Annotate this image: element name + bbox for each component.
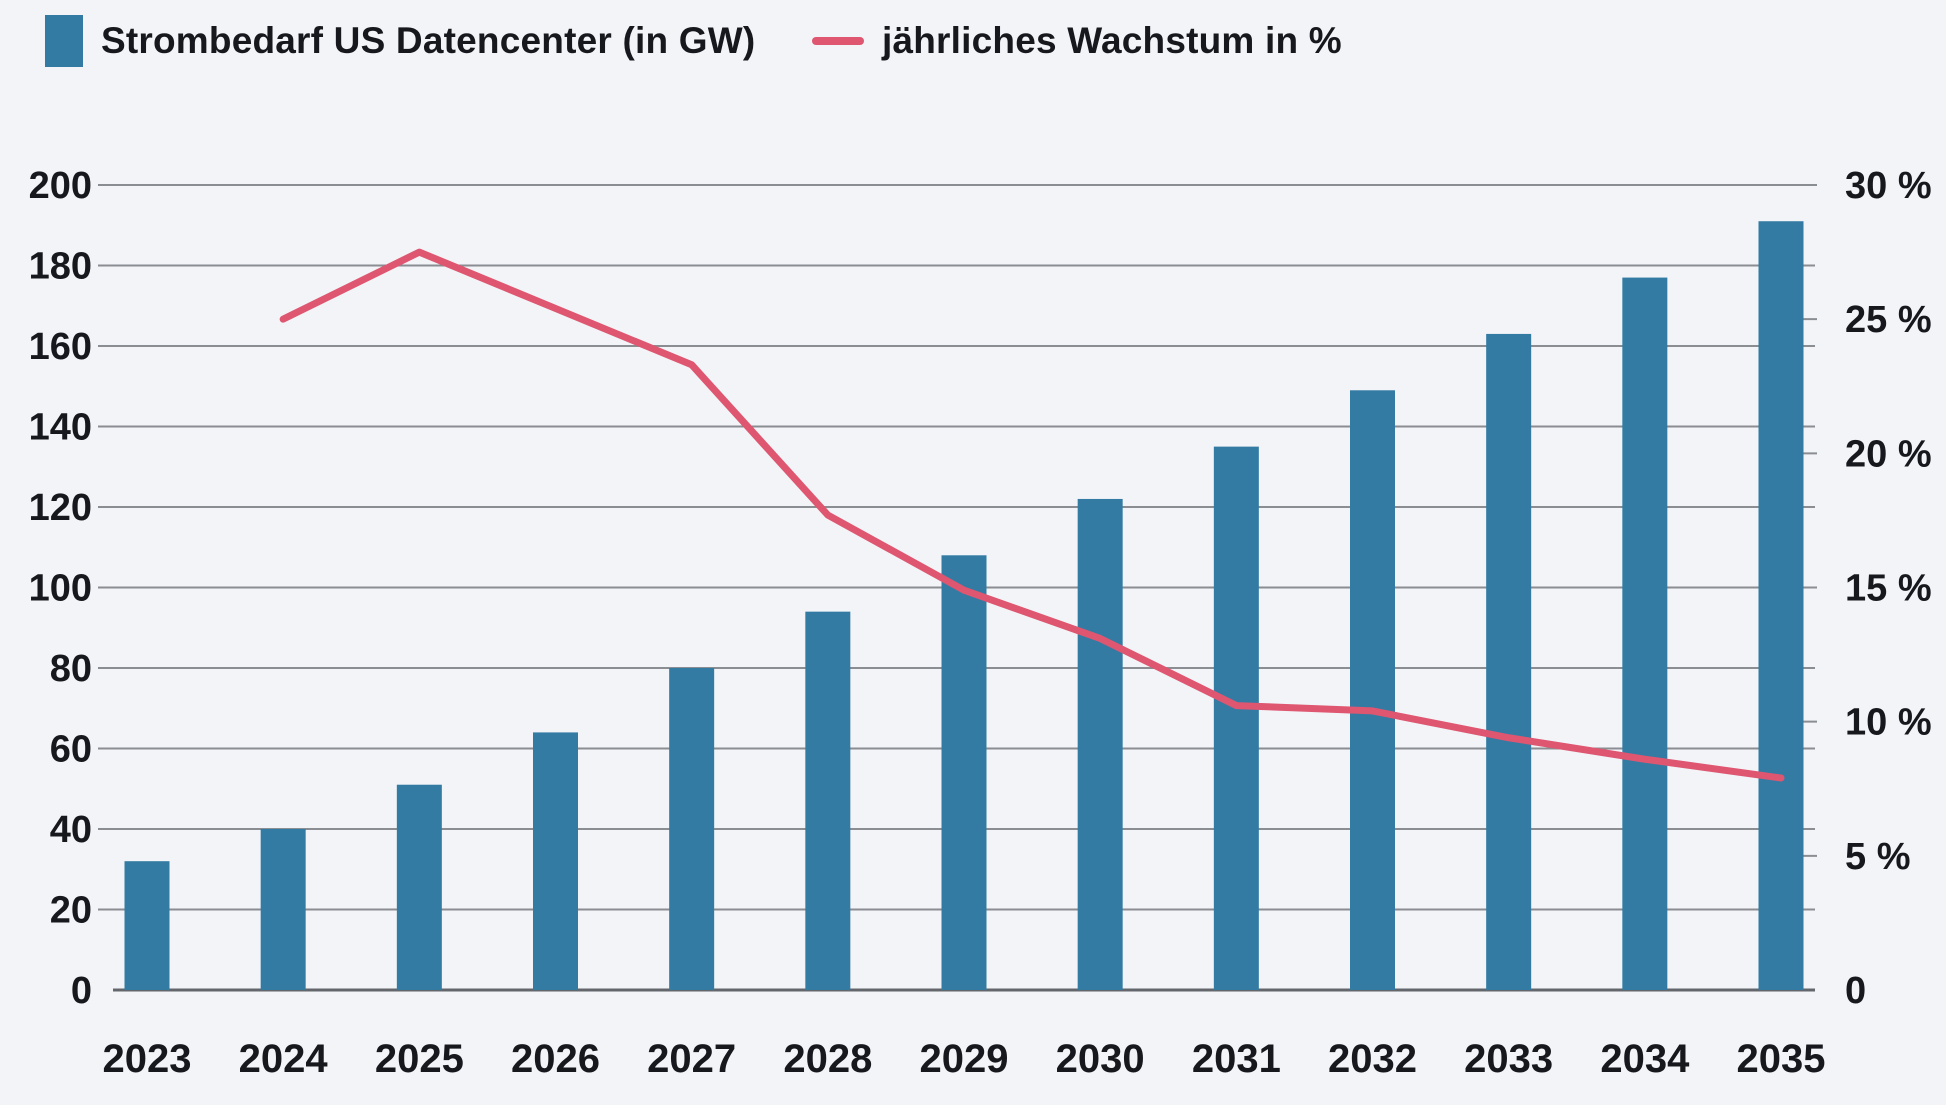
right-axis-tick-label: 30 % bbox=[1845, 165, 1932, 207]
x-axis-label-2028: 2028 bbox=[783, 1037, 872, 1081]
left-axis-tick-label: 80 bbox=[50, 648, 92, 690]
bar-2029 bbox=[941, 555, 987, 990]
right-axis-tick-label: 25 % bbox=[1845, 299, 1932, 341]
left-axis-tick-label: 20 bbox=[50, 890, 92, 932]
x-axis-label-2032: 2032 bbox=[1328, 1037, 1417, 1081]
x-axis-label-2024: 2024 bbox=[239, 1037, 329, 1081]
right-axis-tick-label: 5 % bbox=[1845, 836, 1910, 878]
x-axis-label-2025: 2025 bbox=[375, 1037, 464, 1081]
right-axis-tick-label: 20 % bbox=[1845, 433, 1932, 475]
bar-2026 bbox=[533, 732, 578, 990]
left-axis-tick-label: 120 bbox=[29, 487, 92, 529]
left-axis-tick-label: 140 bbox=[29, 407, 92, 449]
bar-2033 bbox=[1486, 333, 1532, 990]
left-axis-tick-label: 200 bbox=[29, 165, 92, 207]
left-axis-tick-label: 40 bbox=[50, 809, 92, 851]
right-axis-tick-label: 15 % bbox=[1845, 568, 1932, 610]
bar-2030 bbox=[1077, 498, 1123, 990]
x-axis-label-2034: 2034 bbox=[1600, 1037, 1690, 1081]
left-axis-tick-label: 60 bbox=[50, 729, 92, 771]
x-axis-label-2035: 2035 bbox=[1737, 1037, 1826, 1081]
growth-line bbox=[279, 248, 1785, 782]
bar-2023 bbox=[124, 861, 170, 990]
right-axis-tick-label: 0 bbox=[1845, 970, 1866, 1012]
x-axis-label-2027: 2027 bbox=[647, 1037, 736, 1081]
bar-2035 bbox=[1758, 221, 1804, 991]
x-axis-label-2033: 2033 bbox=[1464, 1037, 1553, 1081]
bar-2034 bbox=[1622, 277, 1668, 990]
bar-2032 bbox=[1350, 390, 1395, 990]
right-axis-tick-label: 10 % bbox=[1845, 702, 1932, 744]
left-axis-tick-label: 180 bbox=[29, 246, 92, 288]
left-axis-tick-label: 160 bbox=[29, 326, 92, 368]
bar-2024 bbox=[260, 829, 306, 990]
bar-2031 bbox=[1213, 446, 1259, 990]
x-axis-label-2029: 2029 bbox=[920, 1037, 1009, 1081]
bar-2025 bbox=[396, 784, 442, 990]
left-axis-tick-label: 100 bbox=[29, 568, 92, 610]
x-axis-label-2023: 2023 bbox=[103, 1037, 192, 1081]
left-axis-tick-label: 0 bbox=[71, 970, 92, 1012]
x-axis-label-2026: 2026 bbox=[511, 1037, 600, 1081]
x-axis-label-2030: 2030 bbox=[1056, 1037, 1145, 1081]
bar-2028 bbox=[805, 611, 851, 990]
bar-2027 bbox=[669, 668, 715, 990]
x-axis-label-2031: 2031 bbox=[1192, 1037, 1281, 1081]
